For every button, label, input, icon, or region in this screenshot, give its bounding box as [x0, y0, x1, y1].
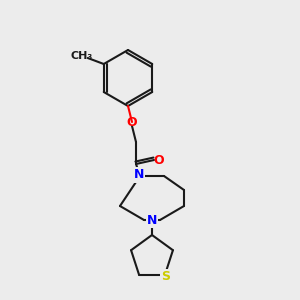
Text: CH₃: CH₃	[70, 51, 93, 61]
Text: N: N	[147, 214, 157, 226]
Text: O: O	[127, 116, 137, 128]
Text: S: S	[161, 270, 170, 283]
Text: N: N	[134, 169, 144, 182]
Text: O: O	[154, 154, 164, 166]
